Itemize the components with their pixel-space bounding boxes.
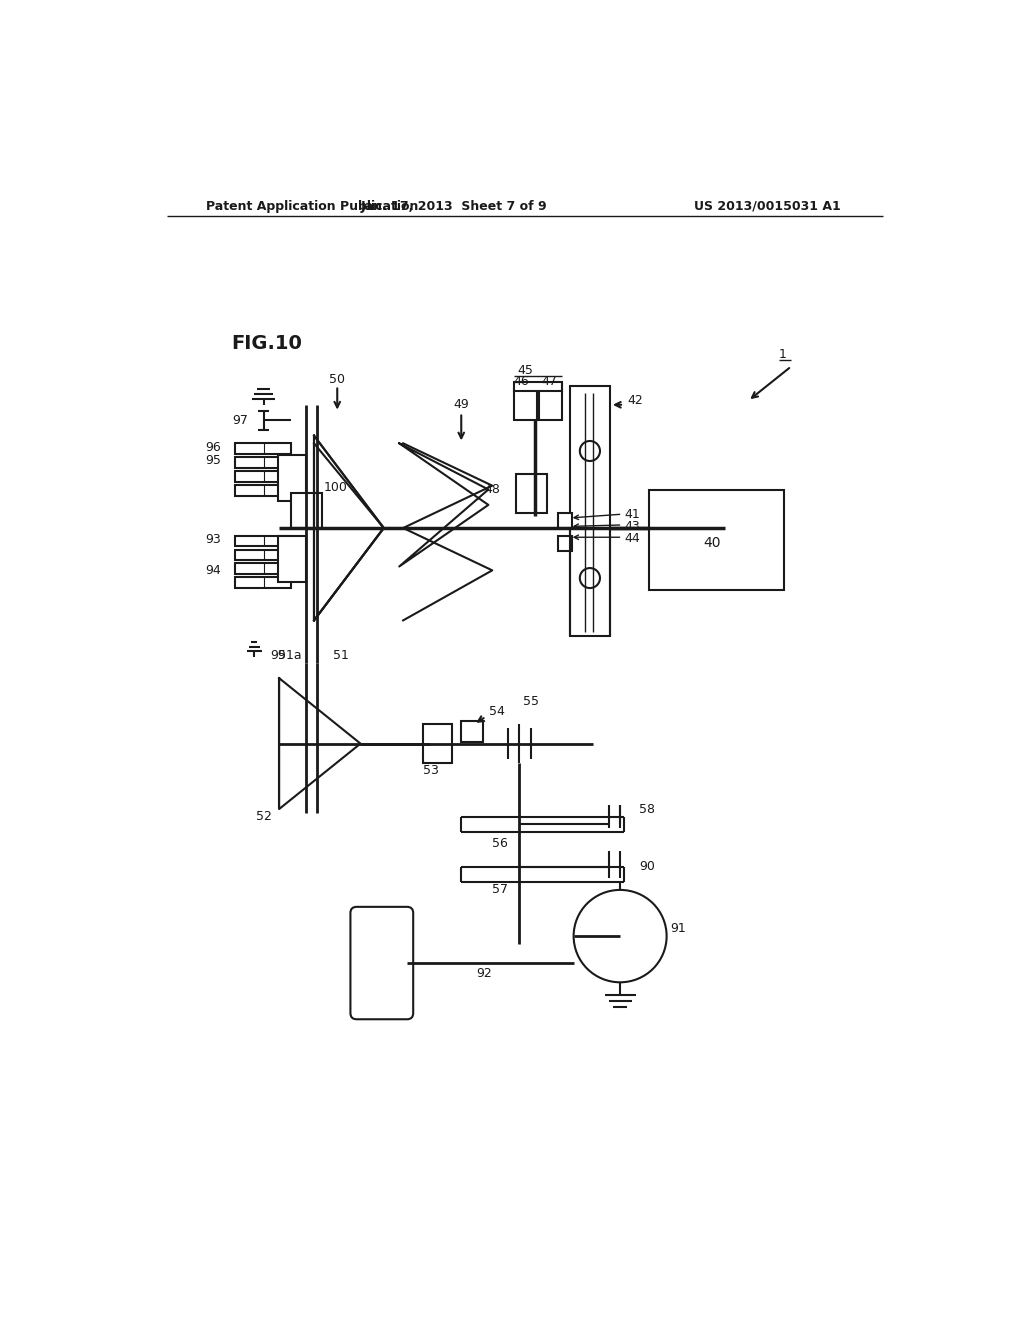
Text: Jan. 17, 2013  Sheet 7 of 9: Jan. 17, 2013 Sheet 7 of 9	[360, 199, 547, 213]
Bar	[461, 721, 483, 742]
Text: 40: 40	[703, 536, 721, 550]
Circle shape	[580, 568, 600, 589]
Text: US 2013/0015031 A1: US 2013/0015031 A1	[694, 199, 841, 213]
Bar	[234, 457, 291, 469]
Text: 94: 94	[205, 564, 221, 577]
Text: 93: 93	[205, 533, 221, 546]
Bar	[423, 725, 452, 763]
Bar	[234, 536, 291, 546]
Bar	[234, 549, 291, 561]
Bar	[234, 484, 291, 496]
Text: 90: 90	[640, 861, 655, 874]
Text: 44: 44	[624, 532, 640, 545]
Text: 57: 57	[492, 883, 508, 896]
Bar	[514, 389, 538, 420]
Text: 55: 55	[523, 694, 539, 708]
Text: 51a: 51a	[278, 648, 302, 661]
Bar	[234, 471, 291, 482]
Text: 48: 48	[484, 483, 500, 496]
Text: 41: 41	[624, 508, 640, 520]
FancyBboxPatch shape	[350, 907, 414, 1019]
Circle shape	[580, 441, 600, 461]
Bar	[514, 381, 562, 391]
Bar	[234, 564, 291, 574]
Text: 53: 53	[423, 764, 438, 777]
Text: 49: 49	[454, 399, 469, 412]
Text: FIG.10: FIG.10	[231, 334, 302, 352]
Text: 56: 56	[493, 837, 508, 850]
Text: 99: 99	[270, 648, 286, 661]
Bar	[279, 455, 306, 502]
Text: 58: 58	[640, 803, 655, 816]
Text: 92: 92	[476, 966, 493, 979]
Bar	[569, 385, 610, 636]
Text: 51: 51	[333, 648, 348, 661]
Text: 91: 91	[671, 921, 686, 935]
Text: 54: 54	[489, 705, 505, 718]
Bar	[649, 490, 784, 590]
Text: 42: 42	[628, 395, 643, 408]
Text: 1: 1	[779, 348, 786, 362]
Text: 95: 95	[205, 454, 221, 467]
Bar	[558, 536, 572, 552]
Bar	[291, 494, 322, 528]
Bar	[279, 536, 306, 582]
Bar	[539, 389, 562, 420]
Text: 47: 47	[541, 375, 557, 388]
Circle shape	[573, 890, 667, 982]
Text: Patent Application Publication: Patent Application Publication	[206, 199, 418, 213]
Bar	[558, 512, 572, 528]
Text: 96: 96	[205, 441, 221, 454]
Text: 97: 97	[232, 413, 248, 426]
Text: 52: 52	[256, 810, 272, 824]
Text: 45: 45	[518, 363, 534, 376]
Text: 43: 43	[624, 520, 640, 533]
Text: 100: 100	[324, 482, 347, 495]
Bar	[515, 474, 547, 512]
Text: 46: 46	[513, 375, 528, 388]
Bar	[234, 444, 291, 454]
Bar	[234, 577, 291, 589]
Text: 50: 50	[330, 372, 345, 385]
